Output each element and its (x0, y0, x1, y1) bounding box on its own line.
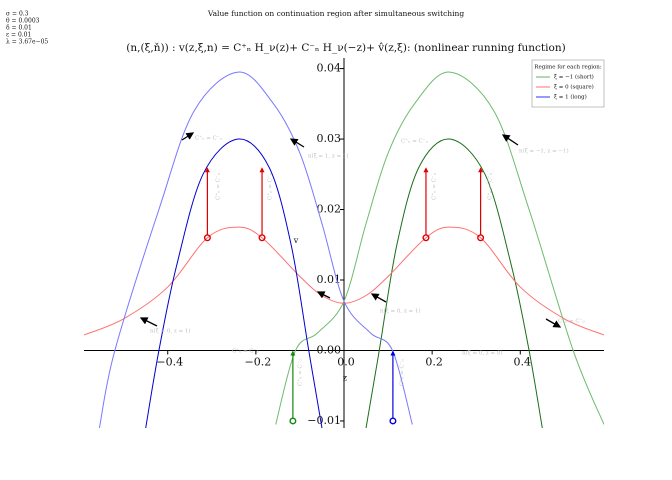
annotation: n(ξ = −1, z = −1) (519, 148, 569, 155)
legend-label: ξ = −1 (short) (554, 74, 594, 81)
parameter: λ = 3.67e−05 (6, 39, 48, 46)
arrow-head (290, 350, 296, 356)
annotations: n(ξ = 1, z = 1) n(ξ = −1, z = −1) n(ξ = 0,… (139, 132, 586, 425)
start-marker (422, 234, 430, 242)
legend-box (531, 59, 605, 108)
y-tick-label: 0.01 (317, 273, 342, 286)
arrow-head (478, 167, 484, 173)
pointer-arrow (316, 291, 331, 299)
x-tick-label: 0.4 (514, 355, 532, 368)
curve (84, 226, 604, 336)
y-tick-label: 0.03 (317, 132, 342, 145)
annotation: C⁺₀ = C⁻₀ (558, 319, 586, 325)
pointer-arrow (139, 317, 158, 327)
start-marker (477, 234, 485, 242)
annotation: n(ξ = 0, z = 1) (380, 308, 420, 315)
pointer-arrow (545, 318, 562, 328)
x-tick-label: 0.2 (425, 355, 443, 368)
chart-subtitle: (n,(ξ,ň)) : v(z,ξ,n) = C⁺ₙ H_ν(z)+ C⁻ₙ H… (126, 42, 565, 54)
curves (84, 71, 604, 428)
pointer-arrow (289, 138, 305, 148)
curve (98, 71, 413, 428)
legend-label: ξ = 1 (long) (554, 94, 587, 101)
arrow-head (390, 350, 396, 356)
arrow-head (204, 167, 210, 173)
annotation: C⁺ₙ = C⁻ₙ (195, 136, 223, 142)
curve (145, 138, 323, 428)
x-tick-label: 0.0 (337, 355, 355, 368)
curve (275, 71, 604, 425)
annotation: n(ξ = 1, z = 1) (308, 153, 348, 160)
parameter: ε = 0.01 (6, 32, 31, 39)
annotation: C⁺₀ = C⁻₀ (298, 358, 304, 386)
x-tick-label: −0.4 (156, 355, 183, 368)
annotation: C⁺ₙ = C⁻ₙ (401, 139, 429, 145)
axes: −0.4 −0.2 0.0 0.2 0.4 −0.01 0.00 0.01 0.02 0.03 0.… (84, 58, 604, 428)
annotation: C⁺ₙ = C⁻ₙ (432, 172, 438, 200)
pointer-arrow (370, 293, 387, 303)
start-marker (203, 234, 211, 242)
start-marker (389, 417, 397, 425)
arrow-head (259, 167, 265, 173)
start-marker (289, 417, 297, 425)
pointer-arrow (181, 132, 195, 141)
annotation: C⁺ₙ = C⁻ₙ (268, 172, 274, 200)
annotation: C⁺₀ = C⁻₀ (400, 358, 406, 386)
x-axis-label: z (343, 373, 347, 382)
parameter: σ = 0.3 (6, 11, 29, 18)
annotation: n(ξ = 0, z = 0) (462, 350, 502, 357)
y-axis-label: v (293, 236, 299, 245)
annotation: C⁺₀ = C⁻₀ (232, 349, 260, 355)
legend-title: Regime for each region: (534, 65, 602, 71)
parameter: δ = 0.01 (6, 25, 32, 32)
y-tick-label: 0.00 (317, 343, 342, 356)
y-tick-label: 0.02 (317, 203, 342, 216)
legend-label: ξ = 0 (square) (554, 84, 594, 91)
parameter: θ = 0.0003 (6, 18, 40, 25)
y-tick-label: −0.01 (307, 414, 341, 427)
y-tick-label: 0.04 (317, 62, 342, 75)
chart-title: Value function on continuation region af… (207, 9, 464, 18)
curve (365, 138, 543, 428)
legend: Regime for each region: ξ = −1 (short) ξ =… (531, 59, 605, 108)
annotation: n(ξ = 0, z = 1) (150, 328, 190, 335)
x-tick-label: −0.2 (245, 355, 272, 368)
start-marker (258, 234, 266, 242)
annotation: C⁺ₙ = C⁻ₙ (488, 172, 494, 200)
annotation: C⁺ₙ = C⁻ₙ (216, 172, 222, 200)
pointer-arrow (501, 134, 519, 146)
arrow-head (423, 167, 429, 173)
